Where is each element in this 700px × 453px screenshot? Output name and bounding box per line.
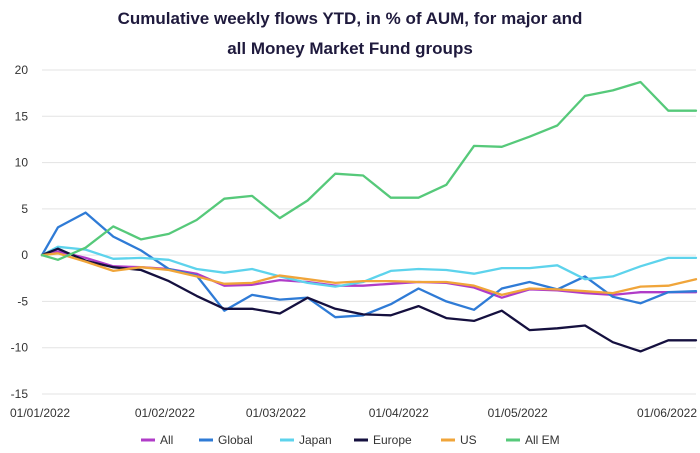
x-tick-label: 01/05/2022: [488, 406, 548, 420]
y-tick-label: 5: [21, 202, 28, 216]
y-tick-label: 20: [15, 63, 29, 77]
series-lines: [40, 80, 698, 353]
series-line-europe: [40, 247, 698, 353]
x-tick-label: 01/06/2022: [637, 406, 697, 420]
legend-label: Global: [218, 433, 253, 447]
series-line-all-em: [40, 80, 698, 261]
y-tick-label: 10: [15, 156, 29, 170]
chart-title-line-1: Cumulative weekly flows YTD, in % of AUM…: [117, 9, 583, 28]
legend-label: Europe: [373, 433, 412, 447]
y-tick-label: 15: [15, 109, 29, 123]
legend-label: All EM: [525, 433, 560, 447]
y-tick-label: -10: [11, 341, 29, 355]
x-tick-label: 01/02/2022: [135, 406, 195, 420]
y-tick-label: -5: [17, 294, 28, 308]
gridlines: [42, 69, 696, 395]
x-axis: 01/01/2022 01/02/2022 01/03/2022 01/04/2022…: [10, 406, 697, 420]
y-tick-label: -15: [11, 387, 29, 401]
legend-label: Japan: [299, 433, 332, 447]
chart-title: Cumulative weekly flows YTD, in % of AUM…: [0, 4, 700, 64]
x-tick-label: 01/04/2022: [369, 406, 429, 420]
legend-label: All: [160, 433, 173, 447]
x-tick-label: 01/03/2022: [246, 406, 306, 420]
y-tick-label: 0: [21, 248, 28, 262]
y-axis: 20 15 10 5 0 -5 -10 -15: [11, 63, 29, 401]
x-tick-label: 01/01/2022: [10, 406, 70, 420]
chart-title-line-2: all Money Market Fund groups: [227, 39, 473, 58]
legend-label: US: [460, 433, 477, 447]
series-line-us: [40, 252, 698, 297]
legend: All Global Japan Europe US All EM: [141, 433, 560, 447]
